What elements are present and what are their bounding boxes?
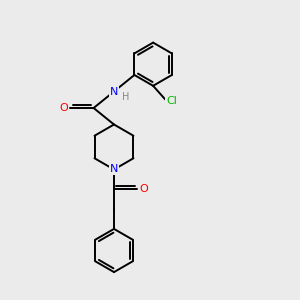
Text: Cl: Cl (166, 96, 177, 106)
Text: H: H (122, 92, 130, 102)
Text: O: O (140, 184, 148, 194)
Text: N: N (110, 164, 118, 175)
Text: N: N (110, 164, 118, 175)
Text: O: O (59, 103, 68, 113)
Text: N: N (110, 86, 118, 97)
